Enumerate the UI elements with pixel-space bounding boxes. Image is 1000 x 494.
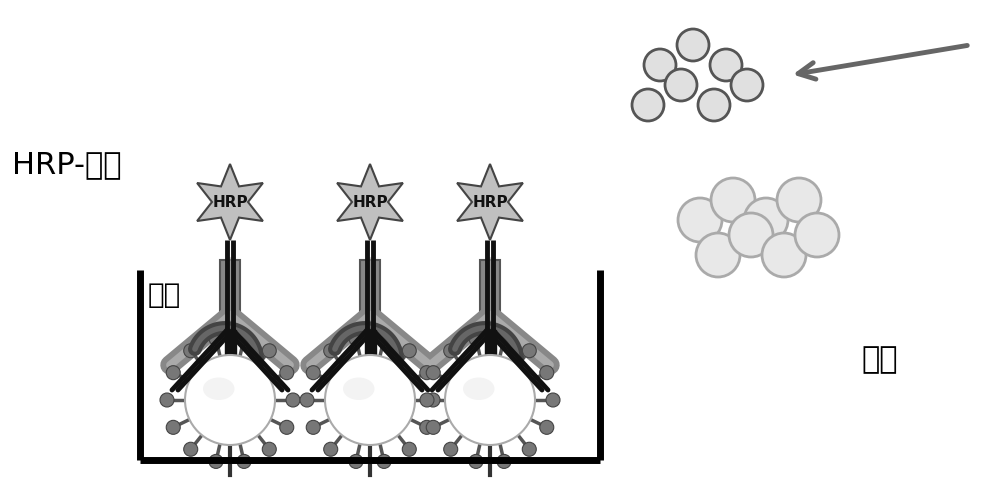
Circle shape: [166, 420, 180, 434]
Text: 一抗: 一抗: [148, 281, 181, 309]
Circle shape: [729, 213, 773, 257]
Circle shape: [426, 393, 440, 407]
Circle shape: [420, 393, 434, 407]
Circle shape: [678, 198, 722, 242]
Circle shape: [711, 178, 755, 222]
Ellipse shape: [185, 355, 275, 445]
FancyBboxPatch shape: [480, 260, 500, 315]
Circle shape: [546, 393, 560, 407]
Text: HRP: HRP: [212, 195, 248, 209]
Circle shape: [377, 454, 391, 468]
Circle shape: [209, 454, 223, 468]
Ellipse shape: [203, 377, 234, 400]
Circle shape: [420, 420, 434, 434]
FancyBboxPatch shape: [220, 260, 240, 315]
Circle shape: [426, 366, 440, 380]
Polygon shape: [197, 164, 263, 240]
Text: HRP: HRP: [352, 195, 388, 209]
FancyBboxPatch shape: [360, 260, 380, 315]
Circle shape: [300, 393, 314, 407]
Circle shape: [306, 366, 320, 380]
Text: 底物: 底物: [862, 345, 898, 374]
Polygon shape: [457, 164, 523, 240]
Circle shape: [377, 331, 391, 346]
Circle shape: [444, 344, 458, 358]
Circle shape: [710, 49, 742, 81]
Circle shape: [497, 454, 511, 468]
Circle shape: [349, 331, 363, 346]
Circle shape: [349, 454, 363, 468]
FancyBboxPatch shape: [485, 330, 496, 420]
Circle shape: [286, 393, 300, 407]
Circle shape: [160, 393, 174, 407]
Circle shape: [469, 331, 483, 346]
FancyBboxPatch shape: [365, 330, 376, 420]
Circle shape: [540, 366, 554, 380]
Circle shape: [762, 233, 806, 277]
Circle shape: [540, 420, 554, 434]
Circle shape: [522, 442, 536, 456]
Ellipse shape: [343, 377, 374, 400]
Circle shape: [402, 344, 416, 358]
Circle shape: [644, 49, 676, 81]
Circle shape: [420, 366, 434, 380]
Circle shape: [280, 420, 294, 434]
Circle shape: [795, 213, 839, 257]
Circle shape: [280, 366, 294, 380]
Circle shape: [444, 442, 458, 456]
Circle shape: [522, 344, 536, 358]
Circle shape: [731, 69, 763, 101]
FancyBboxPatch shape: [225, 330, 236, 420]
Circle shape: [209, 331, 223, 346]
Ellipse shape: [463, 377, 494, 400]
Circle shape: [166, 366, 180, 380]
Circle shape: [324, 442, 338, 456]
Circle shape: [777, 178, 821, 222]
Circle shape: [632, 89, 664, 121]
Circle shape: [184, 344, 198, 358]
Text: HRP-二抗: HRP-二抗: [12, 151, 122, 179]
Circle shape: [262, 344, 276, 358]
Polygon shape: [337, 164, 403, 240]
Circle shape: [237, 331, 251, 346]
Text: HRP: HRP: [472, 195, 508, 209]
Circle shape: [262, 442, 276, 456]
Ellipse shape: [325, 355, 415, 445]
Circle shape: [744, 198, 788, 242]
Circle shape: [696, 233, 740, 277]
Circle shape: [426, 420, 440, 434]
Circle shape: [469, 454, 483, 468]
Circle shape: [497, 331, 511, 346]
Circle shape: [184, 442, 198, 456]
Circle shape: [237, 454, 251, 468]
Ellipse shape: [445, 355, 535, 445]
Circle shape: [324, 344, 338, 358]
Circle shape: [306, 420, 320, 434]
Circle shape: [402, 442, 416, 456]
Circle shape: [677, 29, 709, 61]
Circle shape: [698, 89, 730, 121]
Circle shape: [665, 69, 697, 101]
